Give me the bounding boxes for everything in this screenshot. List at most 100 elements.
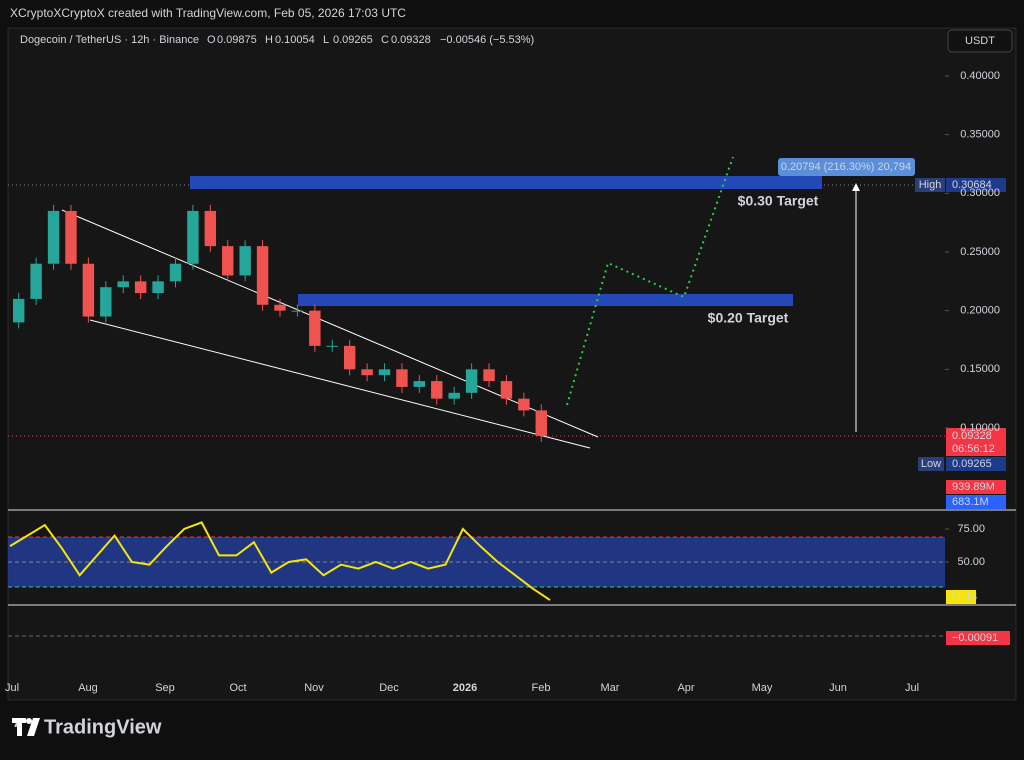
y-tick-label: 0.25000 — [960, 246, 1000, 258]
candle — [239, 246, 251, 276]
candle — [65, 210, 77, 264]
y-tick-label: 0.40000 — [960, 70, 1000, 82]
logo-mark: ⁷ — [12, 713, 21, 738]
candle — [413, 381, 426, 387]
low-value: 0.09265 — [952, 458, 992, 470]
measure-label: 0.20794 (216.30%) 20,794 — [781, 161, 911, 173]
high-value: 0.30684 — [952, 179, 992, 191]
candle — [343, 345, 356, 370]
y-tick-label: 0.30000 — [960, 187, 1000, 199]
volume-label: 939.89M — [952, 481, 995, 493]
candle — [47, 210, 60, 264]
high-key-box — [915, 178, 945, 192]
candle — [518, 398, 530, 411]
volume-box — [946, 480, 1006, 494]
y-tick-label: 0.35000 — [960, 129, 1000, 141]
macd-box — [946, 631, 1010, 645]
candle — [204, 210, 217, 247]
volume-label: 683.1M — [952, 496, 989, 508]
ohlc-key: C — [381, 34, 389, 46]
rsi-box — [946, 590, 976, 604]
x-tick-label: 2026 — [453, 682, 477, 694]
rsi-line — [9, 521, 551, 601]
resistance-zone — [298, 294, 793, 306]
volume-box — [946, 495, 1006, 509]
logo-mark — [26, 718, 32, 724]
brand: TradingView — [44, 716, 162, 738]
x-tick-label: Mar — [601, 682, 620, 694]
candle — [134, 281, 147, 294]
macd-value: −0.00091 — [952, 632, 998, 644]
candle — [326, 345, 338, 347]
current-price: 0.09328 — [952, 430, 992, 442]
low-key-box — [918, 457, 944, 471]
wedge-line — [89, 319, 591, 449]
candle — [448, 392, 460, 399]
resistance-zone — [190, 176, 822, 189]
x-tick-label: Dec — [379, 682, 399, 694]
ohlc-value: 0.09875 — [217, 34, 257, 46]
candle — [500, 381, 513, 399]
high-key: High — [919, 179, 942, 191]
candle — [361, 369, 373, 376]
x-tick-label: Nov — [304, 682, 324, 694]
high-box — [946, 178, 1006, 192]
header-title: XCryptoXCryptoX created with TradingView… — [10, 6, 406, 20]
logo-mark — [17, 718, 22, 736]
y-tick-label: 0.20000 — [960, 305, 1000, 317]
y-tick-label: 0.10000 — [960, 422, 1000, 434]
ohlc-value: 0.10054 — [275, 34, 315, 46]
rsi-tick-label: 75.00 — [957, 523, 985, 535]
ohlc-key: H — [265, 34, 273, 46]
ohlc-value: 0.09265 — [333, 34, 373, 46]
candle — [431, 381, 443, 399]
symbol: Dogecoin / TetherUS · 12h · Binance — [20, 34, 199, 46]
candle — [291, 310, 304, 312]
x-tick-label: Oct — [229, 682, 246, 694]
rsi-value: 21.14 — [950, 591, 978, 603]
candle — [117, 281, 129, 288]
candle — [396, 369, 408, 387]
currency-button[interactable] — [947, 29, 1013, 53]
candle — [100, 287, 112, 317]
ohlc-value: 0.09328 — [391, 34, 431, 46]
wedge-line — [61, 209, 599, 438]
logo-mark — [27, 718, 40, 736]
x-tick-label: May — [752, 682, 773, 694]
change: −0.00546 (−5.53%) — [440, 34, 534, 46]
target-label: $0.20 Target — [708, 310, 789, 326]
y-tick-label: 0.15000 — [960, 363, 1000, 375]
arrow-head — [852, 183, 860, 191]
candle — [256, 246, 269, 305]
low-key: Low — [921, 458, 941, 470]
candle — [152, 281, 164, 294]
measure-box — [778, 158, 915, 176]
x-tick-label: Jul — [5, 682, 19, 694]
ohlc-key: O — [207, 34, 216, 46]
candle — [274, 304, 286, 311]
target-label: $0.30 Target — [738, 193, 819, 209]
candle — [535, 410, 547, 436]
candle — [82, 263, 95, 317]
price-box — [946, 428, 1006, 456]
candle — [222, 246, 234, 276]
candle — [465, 369, 478, 393]
x-tick-label: Jul — [905, 682, 919, 694]
projection-path — [566, 156, 734, 406]
candle — [13, 298, 25, 323]
legend: Dogecoin / TetherUS · 12h · Binance — [20, 34, 199, 46]
chart-panel — [7, 27, 1017, 701]
candle — [187, 210, 199, 264]
ohlc-key: L — [323, 34, 329, 46]
candle — [309, 310, 321, 346]
x-tick-label: Aug — [78, 682, 98, 694]
countdown: 06:56:12 — [952, 443, 995, 455]
low-box — [946, 457, 1006, 471]
currency[interactable]: USDT — [965, 35, 995, 47]
candle — [30, 263, 42, 299]
x-tick-label: Apr — [677, 682, 694, 694]
candle — [378, 369, 391, 376]
x-tick-label: Feb — [532, 682, 551, 694]
candle — [483, 369, 495, 382]
